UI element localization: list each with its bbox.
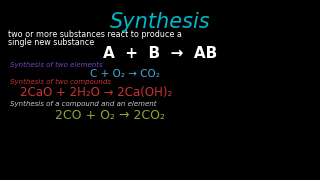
Text: Synthesis of two compounds: Synthesis of two compounds: [10, 79, 111, 85]
Text: Synthesis: Synthesis: [110, 12, 210, 32]
Text: 2CaO + 2H₂O → 2Ca(OH)₂: 2CaO + 2H₂O → 2Ca(OH)₂: [20, 86, 172, 99]
Text: 2CO + O₂ → 2CO₂: 2CO + O₂ → 2CO₂: [55, 109, 165, 122]
Text: Synthesis of two elements: Synthesis of two elements: [10, 62, 103, 68]
Text: A  +  B  →  AB: A + B → AB: [103, 46, 217, 61]
Text: C + O₂ → CO₂: C + O₂ → CO₂: [90, 69, 160, 79]
Text: single new substance: single new substance: [8, 38, 94, 47]
Text: two or more substances react to produce a: two or more substances react to produce …: [8, 30, 182, 39]
Text: Synthesis of a compound and an element: Synthesis of a compound and an element: [10, 101, 156, 107]
